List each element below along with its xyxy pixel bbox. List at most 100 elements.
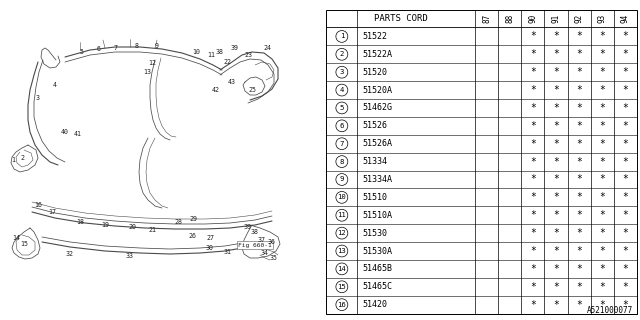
Text: *: * bbox=[576, 300, 582, 310]
Text: *: * bbox=[599, 139, 605, 149]
Text: 35: 35 bbox=[270, 255, 278, 261]
Text: 51522A: 51522A bbox=[362, 50, 392, 59]
Text: *: * bbox=[576, 67, 582, 77]
Text: *: * bbox=[576, 156, 582, 167]
Text: *: * bbox=[599, 103, 605, 113]
Text: *: * bbox=[530, 192, 536, 202]
Text: 6: 6 bbox=[340, 123, 344, 129]
Text: 51334: 51334 bbox=[362, 157, 387, 166]
Text: *: * bbox=[599, 228, 605, 238]
Text: *: * bbox=[622, 121, 628, 131]
Text: 11: 11 bbox=[207, 52, 215, 58]
Text: 93: 93 bbox=[598, 14, 607, 23]
Text: 3: 3 bbox=[340, 69, 344, 75]
Text: *: * bbox=[530, 121, 536, 131]
Text: *: * bbox=[553, 246, 559, 256]
Text: A521000077: A521000077 bbox=[588, 306, 634, 315]
Text: 34: 34 bbox=[261, 250, 269, 256]
Text: 51462G: 51462G bbox=[362, 103, 392, 112]
Text: *: * bbox=[530, 103, 536, 113]
Text: *: * bbox=[622, 156, 628, 167]
Text: 19: 19 bbox=[101, 222, 109, 228]
Text: *: * bbox=[553, 156, 559, 167]
Text: 14: 14 bbox=[337, 266, 346, 272]
Text: *: * bbox=[553, 228, 559, 238]
Text: *: * bbox=[530, 228, 536, 238]
Text: 8: 8 bbox=[340, 159, 344, 164]
Text: 51530: 51530 bbox=[362, 228, 387, 238]
Text: *: * bbox=[553, 264, 559, 274]
Text: 51520A: 51520A bbox=[362, 85, 392, 95]
Text: *: * bbox=[576, 282, 582, 292]
Text: 51520: 51520 bbox=[362, 68, 387, 77]
Text: *: * bbox=[622, 85, 628, 95]
Text: *: * bbox=[599, 49, 605, 59]
Text: *: * bbox=[553, 103, 559, 113]
Text: *: * bbox=[622, 139, 628, 149]
Text: 18: 18 bbox=[76, 219, 84, 225]
Text: 4: 4 bbox=[53, 82, 57, 88]
Text: 1: 1 bbox=[11, 157, 15, 163]
Text: *: * bbox=[622, 210, 628, 220]
Text: *: * bbox=[576, 103, 582, 113]
Text: 21: 21 bbox=[148, 227, 156, 233]
Text: 27: 27 bbox=[206, 235, 214, 241]
Text: 28: 28 bbox=[174, 219, 182, 225]
Text: *: * bbox=[599, 174, 605, 185]
Text: 7: 7 bbox=[114, 45, 118, 51]
Text: 39: 39 bbox=[244, 224, 252, 230]
Text: 37: 37 bbox=[258, 237, 266, 243]
Text: *: * bbox=[599, 192, 605, 202]
Text: *: * bbox=[553, 67, 559, 77]
Text: *: * bbox=[599, 264, 605, 274]
Text: *: * bbox=[576, 210, 582, 220]
Text: 16: 16 bbox=[337, 302, 346, 308]
Text: *: * bbox=[576, 49, 582, 59]
Text: *: * bbox=[530, 174, 536, 185]
Text: 51522: 51522 bbox=[362, 32, 387, 41]
Text: *: * bbox=[530, 246, 536, 256]
Text: *: * bbox=[530, 139, 536, 149]
Text: *: * bbox=[576, 139, 582, 149]
Text: *: * bbox=[576, 228, 582, 238]
Text: 30: 30 bbox=[206, 245, 214, 251]
Text: *: * bbox=[553, 49, 559, 59]
Text: 23: 23 bbox=[244, 52, 252, 58]
Text: *: * bbox=[530, 49, 536, 59]
Text: 51465C: 51465C bbox=[362, 282, 392, 291]
Text: *: * bbox=[530, 67, 536, 77]
Text: 14: 14 bbox=[12, 235, 20, 241]
Text: *: * bbox=[599, 67, 605, 77]
Text: 9: 9 bbox=[155, 43, 159, 49]
Text: 51530A: 51530A bbox=[362, 246, 392, 255]
Text: *: * bbox=[576, 121, 582, 131]
Text: 6: 6 bbox=[97, 46, 101, 52]
Text: 22: 22 bbox=[223, 59, 231, 65]
Text: 42: 42 bbox=[212, 87, 220, 93]
Text: 92: 92 bbox=[575, 14, 584, 23]
Text: 3: 3 bbox=[36, 95, 40, 101]
Text: 7: 7 bbox=[340, 141, 344, 147]
Text: *: * bbox=[622, 300, 628, 310]
Text: 2: 2 bbox=[340, 51, 344, 57]
Text: 16: 16 bbox=[34, 202, 42, 208]
Text: 32: 32 bbox=[66, 251, 74, 257]
Text: *: * bbox=[599, 156, 605, 167]
Text: *: * bbox=[530, 156, 536, 167]
Text: *: * bbox=[553, 121, 559, 131]
Text: 5: 5 bbox=[340, 105, 344, 111]
Text: *: * bbox=[553, 192, 559, 202]
Text: *: * bbox=[599, 31, 605, 41]
Text: 15: 15 bbox=[20, 241, 28, 247]
Text: 90: 90 bbox=[529, 14, 538, 23]
Text: *: * bbox=[576, 31, 582, 41]
Text: 39: 39 bbox=[231, 45, 239, 51]
Text: 51510: 51510 bbox=[362, 193, 387, 202]
Text: *: * bbox=[622, 228, 628, 238]
Text: 13: 13 bbox=[337, 248, 346, 254]
Text: *: * bbox=[622, 282, 628, 292]
Text: 51465B: 51465B bbox=[362, 264, 392, 273]
Text: 17: 17 bbox=[48, 209, 56, 215]
Text: 36: 36 bbox=[268, 239, 276, 245]
Text: *: * bbox=[530, 264, 536, 274]
